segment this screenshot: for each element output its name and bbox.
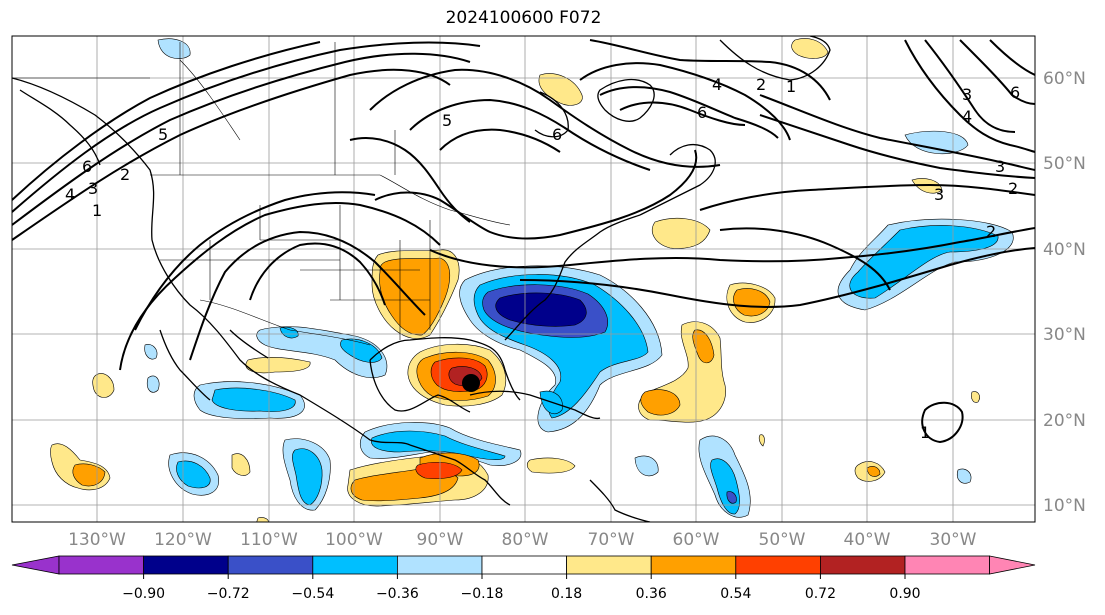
contour-label: 3 [934,185,944,204]
lon-label: 70°W [588,530,635,550]
lat-label: 30°N [1043,325,1086,345]
map-title: 2024100600 F072 [445,8,602,28]
lon-label: 90°W [417,530,464,550]
contour-labels: 5 6 4 3 2 1 5 6 4 2 1 6 3 2 6 4 3 3 2 1 [65,75,1020,442]
contour-label: 4 [962,107,972,126]
latitude-labels: 60°N 50°N 40°N 30°N 20°N 10°N [1043,69,1086,516]
contour-label: 4 [65,185,75,204]
colorbar-tick-label: −0.18 [461,586,504,602]
lon-label: 50°W [759,530,806,550]
colorbar-segment [650,555,737,575]
graticule [12,36,1035,522]
colorbar-tick-label: 0.36 [636,586,667,602]
colorbar-segment [566,555,652,575]
contour-label: 6 [1010,83,1020,102]
lat-label: 50°N [1043,154,1086,174]
contour-label: 6 [697,103,707,122]
contour-label: 2 [986,222,996,241]
colorbar-segment [735,555,821,575]
contour-label: 6 [82,157,92,176]
lon-label: 110°W [240,530,298,550]
colorbar [11,555,1036,575]
shaded-field [50,38,1014,522]
lat-label: 20°N [1043,411,1086,431]
colorbar-tick-label: 0.18 [551,586,582,602]
colorbar-tick-label: −0.90 [122,586,165,602]
colorbar-ticks: −0.90 −0.72 −0.54 −0.36 −0.18 0.18 0.36 … [122,574,921,602]
colorbar-segment [227,555,314,575]
lon-label: 100°W [325,530,383,550]
storm-center-marker [462,374,480,392]
contour-label: 2 [120,165,130,184]
colorbar-tick-label: 0.54 [720,586,751,602]
colorbar-tick-label: −0.54 [291,586,334,602]
contour-label: 3 [995,157,1005,176]
contour-label: 1 [92,201,102,220]
colorbar-segment [904,555,990,575]
colorbar-tick-label: −0.36 [376,586,419,602]
colorbar-extend-max [989,555,1036,575]
lat-label: 40°N [1043,240,1086,260]
longitude-labels: 130°W 120°W 110°W 100°W 90°W 80°W 70°W 6… [68,530,977,550]
political-borders [12,42,511,346]
colorbar-extend-min [11,555,60,575]
contour-label: 5 [442,111,452,130]
colorbar-segment [481,555,567,575]
colorbar-tick-label: 0.90 [889,586,920,602]
map-panel: 5 6 4 3 2 1 5 6 4 2 1 6 3 2 6 4 3 3 2 1 [12,36,1035,522]
lon-label: 130°W [68,530,126,550]
contour-label: 3 [88,179,98,198]
colorbar-segment [58,555,144,575]
contour-label: 2 [756,75,766,94]
contours [12,39,1035,444]
colorbar-tick-label: −0.72 [207,586,250,602]
contour-label: 2 [1008,179,1018,198]
map-frame [11,35,1036,523]
colorbar-segment [143,555,229,575]
lon-label: 30°W [930,530,977,550]
colorbar-segment [312,555,398,575]
lat-label: 60°N [1043,69,1086,89]
lon-label: 60°W [673,530,720,550]
contour-label: 1 [786,77,796,96]
contour-label: 4 [712,75,722,94]
colorbar-tick-label: 0.72 [805,586,836,602]
colorbar-segment [396,555,483,575]
lat-label: 10°N [1043,496,1086,516]
lon-label: 80°W [502,530,549,550]
lon-label: 40°W [844,530,891,550]
contour-label: 1 [920,423,930,442]
contour-label: 6 [552,125,562,144]
colorbar-segment [820,555,906,575]
contour-label: 5 [158,125,168,144]
contour-label: 3 [962,85,972,104]
lon-label: 120°W [154,530,212,550]
